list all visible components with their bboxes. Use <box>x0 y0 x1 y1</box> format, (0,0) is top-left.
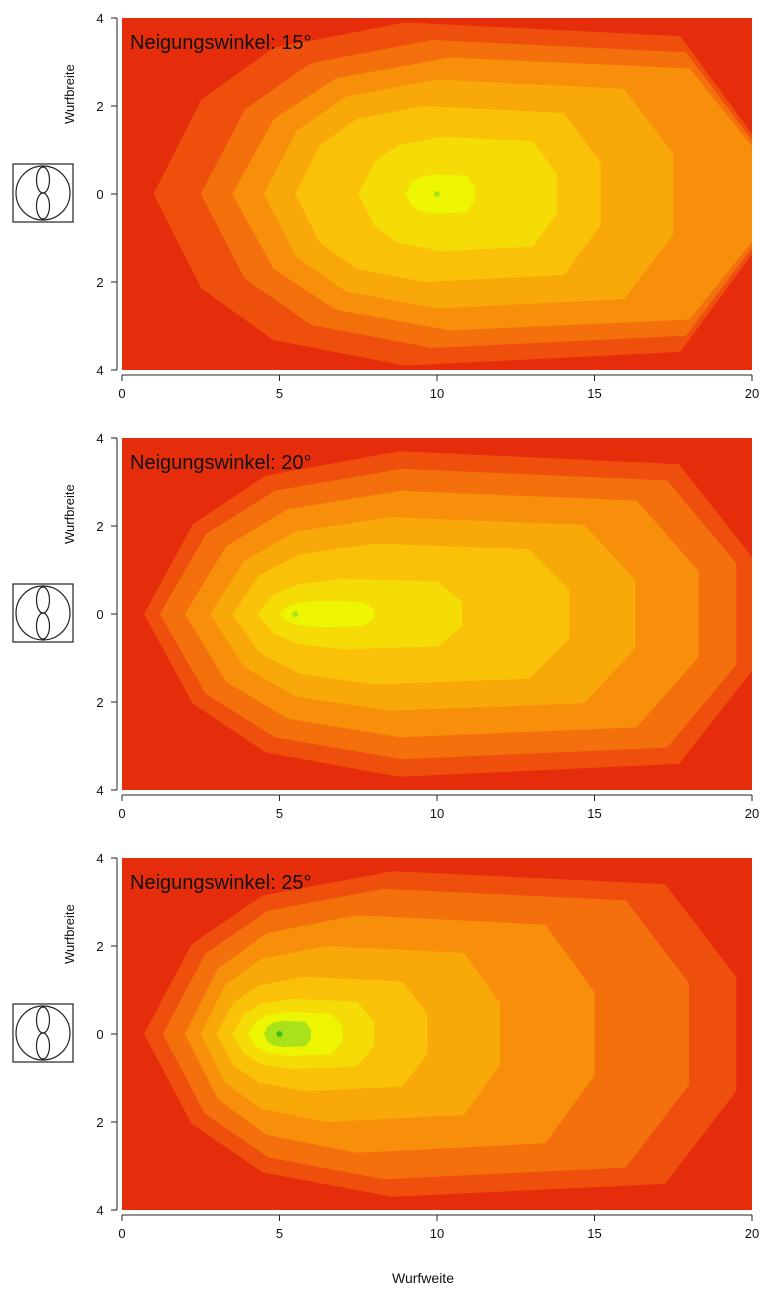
x-tick-label: 10 <box>430 386 444 401</box>
x-tick-label: 15 <box>587 806 601 821</box>
contour-level-7 <box>279 600 374 628</box>
x-tick-label: 0 <box>118 386 125 401</box>
nozzle-pattern-icon <box>12 583 74 643</box>
y-tick-label: 2 <box>96 519 103 534</box>
contour-level-8 <box>263 1020 311 1048</box>
y-tick-label: 4 <box>96 11 103 26</box>
chart-title-1: Neigungswinkel: 15° <box>130 32 312 54</box>
y-tick-label: 4 <box>96 851 103 866</box>
y-tick-label: 2 <box>96 99 103 114</box>
x-tick-label: 20 <box>745 1226 759 1241</box>
x-tick-label: 15 <box>587 1226 601 1241</box>
x-tick-label: 10 <box>430 1226 444 1241</box>
nozzle-pattern-graphic <box>12 163 74 223</box>
nozzle-pattern-graphic <box>12 583 74 643</box>
y-tick-label: 0 <box>96 187 103 202</box>
y-tick-label: 4 <box>96 363 103 378</box>
x-tick-label: 5 <box>276 1226 283 1241</box>
nozzle-pattern-graphic <box>12 1003 74 1063</box>
y-tick-label: 0 <box>96 607 103 622</box>
y-tick-label: 2 <box>96 939 103 954</box>
x-tick-label: 15 <box>587 386 601 401</box>
x-tick-label: 0 <box>118 806 125 821</box>
x-tick-label: 5 <box>276 806 283 821</box>
y-tick-label: 2 <box>96 275 103 290</box>
y-tick-label: 4 <box>96 1203 103 1218</box>
nozzle-pattern-icon <box>12 163 74 223</box>
x-axis-label: Wurfweite <box>392 1270 454 1286</box>
y-tick-label: 2 <box>96 1115 103 1130</box>
chart-panel-2: Wurfbreite 0 5 10 15 20 4 2 0 2 4 Neigungswinkel:… <box>0 420 780 840</box>
y-tick-label: 0 <box>96 1027 103 1042</box>
x-tick-label: 0 <box>118 1226 125 1241</box>
peak-marker <box>292 611 299 617</box>
y-tick-label: 2 <box>96 695 103 710</box>
x-tick-label: 5 <box>276 386 283 401</box>
y-tick-label: 4 <box>96 431 103 446</box>
chart-title-2: Neigungswinkel: 20° <box>130 452 312 474</box>
peak-marker <box>276 1031 283 1037</box>
y-tick-label: 4 <box>96 783 103 798</box>
chart-panel-1: Wurfbreite 0 5 10 15 20 4 2 0 2 4 Neigungswinkel:… <box>0 0 780 420</box>
peak-marker <box>434 191 440 197</box>
nozzle-pattern-icon <box>12 1003 74 1063</box>
x-tick-label: 20 <box>745 386 759 401</box>
x-tick-label: 10 <box>430 806 444 821</box>
contour-level-7 <box>405 174 475 214</box>
chart-panel-3: Wurfbreite 0 5 10 15 20 4 2 0 2 4 Neigungswinkel:… <box>0 840 780 1260</box>
x-tick-label: 20 <box>745 806 759 821</box>
chart-title-3: Neigungswinkel: 25° <box>130 872 312 894</box>
